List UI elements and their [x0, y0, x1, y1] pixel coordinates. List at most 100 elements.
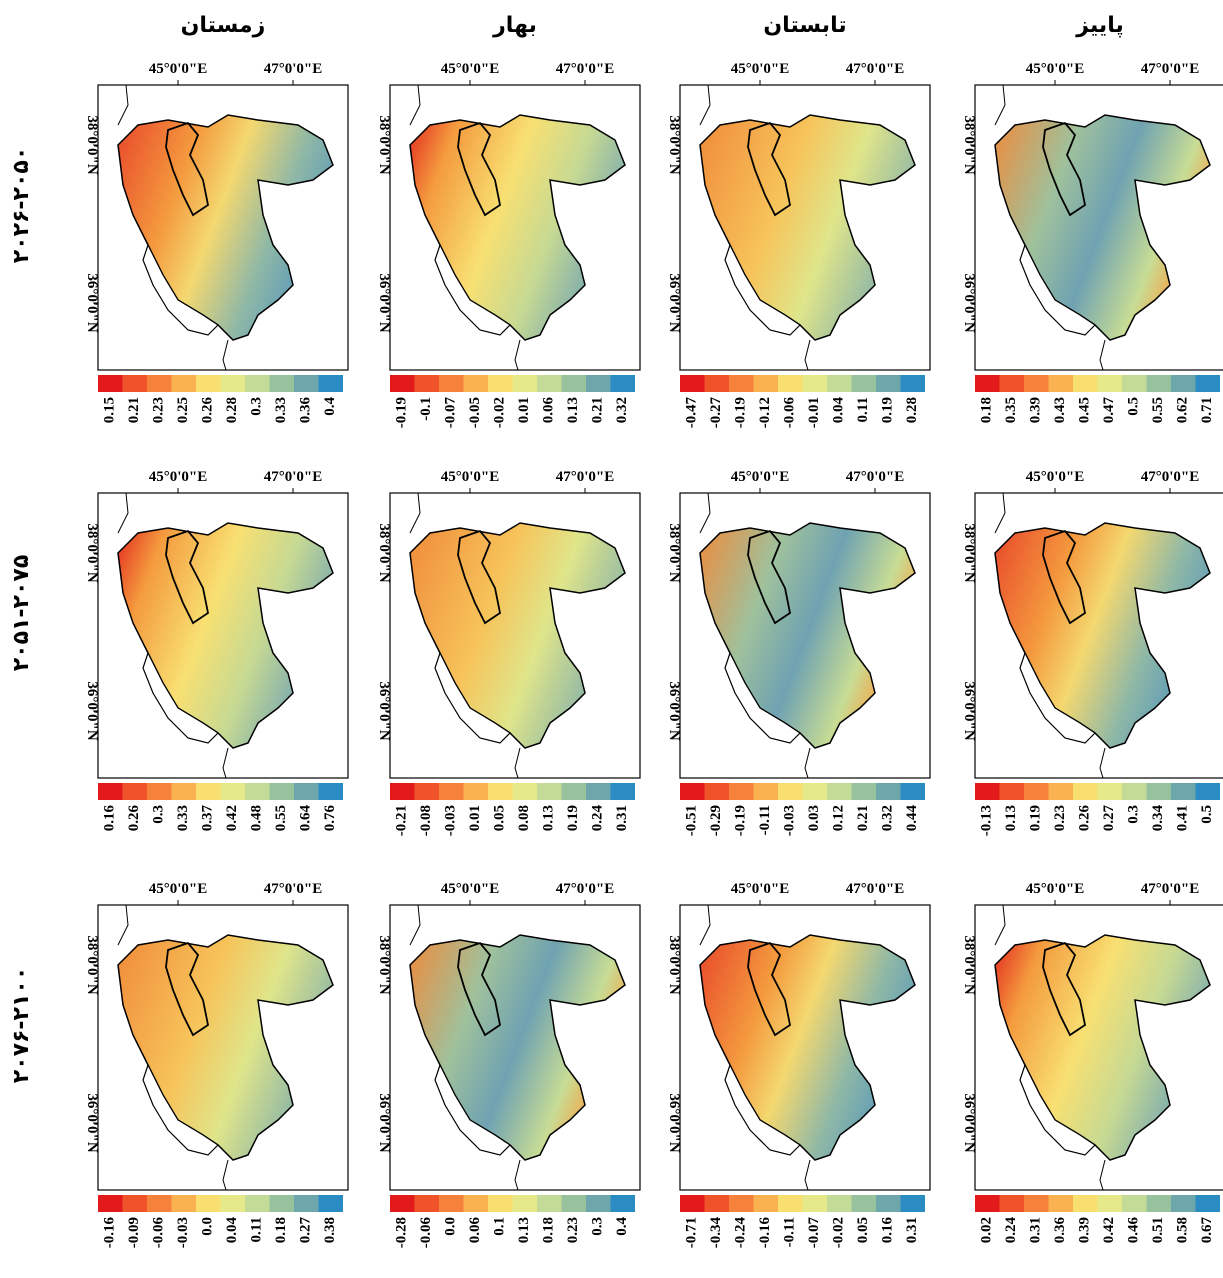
- legend-swatch: [680, 783, 705, 800]
- row-label: ۲۰۷۶-۲۱۰۰: [9, 967, 34, 1084]
- legend-swatch: [537, 783, 562, 800]
- legend-swatch: [778, 783, 803, 800]
- legend-label: 0.42: [224, 805, 240, 831]
- lat-label: 36°0'0"N: [376, 1093, 392, 1152]
- lat-label: 38°0'0"N: [376, 523, 392, 582]
- lat-label: 36°0'0"N: [84, 681, 100, 740]
- legend-swatch: [171, 375, 196, 392]
- legend-label: 0.05: [855, 1217, 871, 1243]
- lon-label: 45°0'0"E: [1026, 881, 1085, 897]
- legend-swatch: [1048, 783, 1073, 800]
- legend-label: -0.08: [418, 805, 434, 836]
- legend-label: -0.34: [708, 1217, 724, 1249]
- lat-label: 38°0'0"N: [84, 523, 100, 582]
- legend-label: 0.32: [880, 805, 896, 831]
- legend-swatch: [390, 375, 415, 392]
- lon-label: 47°0'0"E: [1141, 881, 1200, 897]
- lat-label: 36°0'0"N: [961, 681, 977, 740]
- legend-swatch: [610, 375, 635, 392]
- lon-label: 47°0'0"E: [556, 881, 615, 897]
- legend-label: -0.11: [782, 1217, 798, 1247]
- lon-label: 47°0'0"E: [846, 881, 905, 897]
- lon-label: 45°0'0"E: [149, 61, 208, 77]
- sub-basin: [747, 941, 792, 1037]
- lon-label: 47°0'0"E: [264, 881, 323, 897]
- legend-label: 0.48: [249, 805, 265, 831]
- legend-swatch: [294, 783, 319, 800]
- lon-label: 47°0'0"E: [556, 469, 615, 485]
- legend-label: 0.21: [590, 397, 606, 423]
- legend-label: 0.39: [1077, 1217, 1093, 1243]
- excluded-area: [724, 651, 801, 744]
- legend-swatch: [561, 375, 586, 392]
- legend-swatch: [245, 1195, 270, 1212]
- legend-label: 0.01: [516, 397, 532, 423]
- legend-swatch: [439, 783, 464, 800]
- legend-swatch: [876, 375, 901, 392]
- lon-label: 45°0'0"E: [441, 61, 500, 77]
- legend-label: -0.03: [443, 805, 459, 836]
- excluded-area: [434, 651, 511, 744]
- row-label: ۲۰۵۱-۲۰۷۵: [9, 555, 34, 672]
- legend-label: 0.34: [1150, 805, 1166, 832]
- lon-label: 47°0'0"E: [1141, 469, 1200, 485]
- legend-label: 0.01: [467, 805, 483, 831]
- border: [699, 904, 811, 1191]
- legend-label: 0.16: [880, 1217, 896, 1244]
- legend-label: 0.13: [541, 805, 557, 831]
- legend-swatch: [999, 783, 1024, 800]
- legend-swatch: [196, 375, 221, 392]
- legend-label: 0.05: [492, 805, 508, 831]
- legend-swatch: [561, 1195, 586, 1212]
- legend-swatch: [512, 375, 537, 392]
- row-label: ۲۰۲۶-۲۰۵۰: [9, 147, 34, 264]
- legend-label: 0.0: [443, 1217, 459, 1236]
- lat-label: 36°0'0"N: [666, 273, 682, 332]
- legend-label: 0.18: [273, 1217, 289, 1243]
- legend-label: 0.47: [1101, 397, 1117, 424]
- lat-label: 38°0'0"N: [376, 935, 392, 994]
- legend-swatch: [1097, 783, 1122, 800]
- legend-label: 0.26: [126, 805, 142, 832]
- legend-label: 0.33: [175, 805, 191, 831]
- legend-label: 0.32: [614, 397, 630, 423]
- lon-label: 45°0'0"E: [731, 881, 790, 897]
- legend-swatch: [196, 783, 221, 800]
- legend-label: 0.23: [1052, 805, 1068, 831]
- map-panel: 45°0'0"E 47°0'0"E 38°0'0"N 36°0'0"N 0.15 0.21…: [84, 61, 349, 423]
- excluded-area: [724, 1063, 801, 1156]
- lon-label: 47°0'0"E: [556, 61, 615, 77]
- legend-label: 0.1: [492, 1217, 508, 1236]
- legend-label: 0.13: [565, 397, 581, 423]
- excluded-area: [142, 651, 219, 744]
- legend-label: -0.16: [757, 1217, 773, 1249]
- legend-swatch: [900, 783, 925, 800]
- sub-basin: [457, 529, 502, 625]
- sub-basin: [165, 121, 210, 217]
- lat-label: 38°0'0"N: [84, 935, 100, 994]
- legend-swatch: [1073, 375, 1098, 392]
- legend-label: 0.13: [516, 1217, 532, 1243]
- legend-label: -0.01: [806, 397, 822, 428]
- map-panel: 45°0'0"E 47°0'0"E 38°0'0"N 36°0'0"N 0.02 0.24…: [961, 881, 1223, 1243]
- legend-swatch: [586, 783, 611, 800]
- legend-swatch: [851, 375, 876, 392]
- map-panel: 45°0'0"E 47°0'0"E 38°0'0"N 36°0'0"N -0.16 -0.…: [84, 881, 349, 1248]
- legend-swatch: [999, 1195, 1024, 1212]
- legend-swatch: [1073, 1195, 1098, 1212]
- lat-label: 38°0'0"N: [84, 115, 100, 174]
- lat-label: 36°0'0"N: [666, 681, 682, 740]
- legend-swatch: [1171, 375, 1196, 392]
- legend-label: 0.43: [1052, 397, 1068, 423]
- legend-label: 0.76: [322, 805, 338, 832]
- legend-label: 0.15: [102, 397, 118, 423]
- border: [409, 492, 521, 779]
- legend-label: 0.02: [979, 1217, 995, 1243]
- legend-label: 0.26: [1077, 805, 1093, 832]
- legend-swatch: [778, 1195, 803, 1212]
- legend-swatch: [1073, 783, 1098, 800]
- map-panel: 45°0'0"E 47°0'0"E 38°0'0"N 36°0'0"N 0.18 0.35…: [961, 61, 1223, 423]
- legend-label: 0.27: [1101, 805, 1117, 832]
- legend-label: 0.03: [806, 805, 822, 831]
